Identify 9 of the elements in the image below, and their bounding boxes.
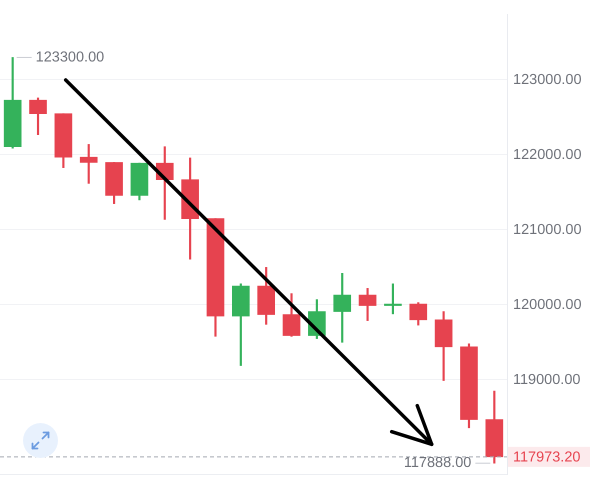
y-tick-label: 120000.00 — [513, 296, 582, 313]
y-tick-label: 122000.00 — [513, 146, 582, 163]
annotation: 123300.00 — [36, 49, 104, 66]
y-tick-label: 121000.00 — [513, 222, 582, 238]
ref-line-label: 117973.20 — [513, 449, 580, 466]
candlestick — [80, 144, 98, 184]
annotation: 117888.00 — [404, 455, 472, 472]
y-tick-label: 123000.00 — [513, 72, 582, 88]
y-tick-label: 119000.00 — [513, 372, 580, 388]
